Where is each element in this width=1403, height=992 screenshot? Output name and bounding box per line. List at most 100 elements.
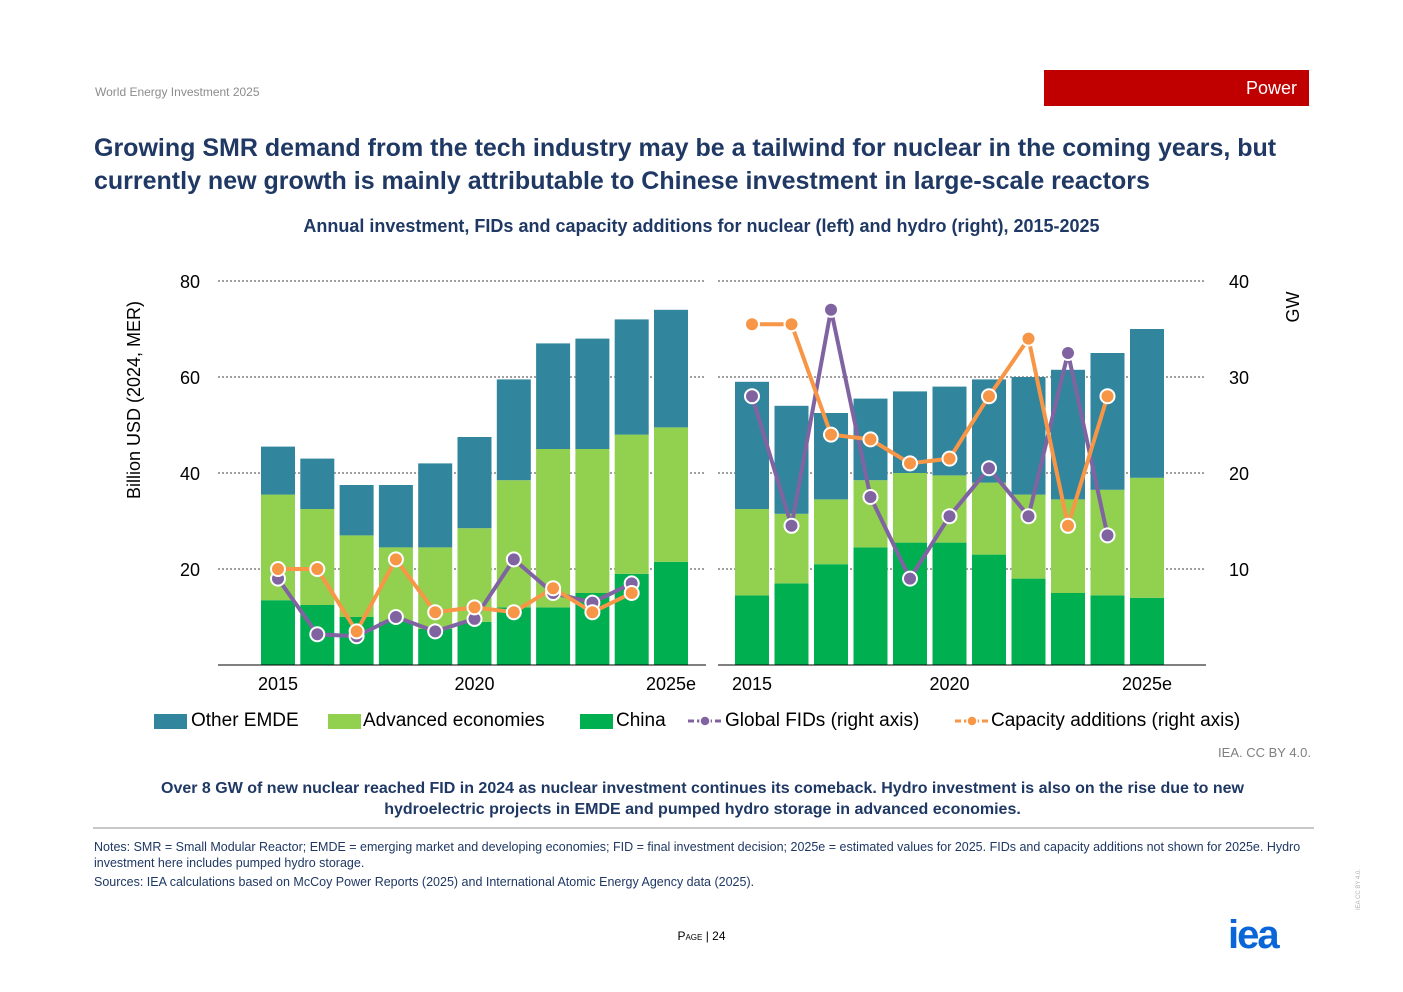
point-hydro-fids-2019 [902,570,918,587]
bar-hydro-china-2020 [932,542,967,665]
legend-label-capacity: Capacity additions (right axis) [991,710,1241,731]
point-nuclear-capacity-2015 [270,561,286,577]
bar-nuclear-china-2020 [457,621,492,665]
bar-hydro-china-2022 [1011,578,1046,665]
point-hydro-fids-2023 [1060,345,1076,361]
y-tick-left-40: 40 [180,464,200,484]
bar-hydro-advanced-2023 [1051,499,1085,593]
series-line-hydro-capacity [752,322,1110,528]
point-hydro-capacity-2018 [862,431,879,448]
bar-hydro-china-2024 [1090,595,1125,665]
bar-hydro-china-2023 [1051,593,1085,665]
bar-nuclear-other-emde-2020 [457,437,492,529]
bar-nuclear-advanced-2023 [575,449,610,593]
bar-hydro-china-2025e [1130,597,1164,665]
point-nuclear-fids-2021 [505,551,522,568]
bar-nuclear-china-2015 [261,600,295,665]
legend-swatch-advanced [328,714,361,729]
x-tick-nuclear-2025e: 2025e [646,674,696,694]
point-nuclear-capacity-2023 [584,604,601,621]
bar-hydro-other-emde-2025e [1130,329,1164,478]
point-hydro-fids-2020 [941,508,958,525]
point-hydro-capacity-2020 [941,450,958,467]
bar-hydro-advanced-2025e [1130,477,1164,598]
side-license: IEA CC BY 4.0. [1356,869,1362,910]
bar-nuclear-advanced-2025e [654,427,688,562]
legend-label-fids: Global FIDs (right axis) [725,710,920,731]
bar-nuclear-advanced-2024 [614,434,649,574]
point-nuclear-capacity-2024 [623,585,640,601]
bar-nuclear-other-emde-2023 [575,338,610,449]
point-hydro-fids-2016 [783,517,800,534]
point-nuclear-capacity-2018 [387,551,404,568]
bar-nuclear-other-emde-2016 [300,458,335,509]
bar-hydro-advanced-2022 [1011,494,1046,579]
y-tick-right-40: 40 [1229,272,1249,292]
page-number: Page | 24 [677,929,726,943]
point-nuclear-fids-2019 [427,623,444,640]
bar-hydro-advanced-2015 [735,509,769,596]
point-hydro-capacity-2021 [981,388,997,405]
bar-hydro-china-2017 [814,564,848,665]
bar-nuclear-other-emde-2025e [654,309,688,428]
point-nuclear-capacity-2016 [309,561,326,577]
bar-nuclear-other-emde-2018 [378,485,413,548]
bar-hydro-advanced-2019 [893,473,927,543]
bar-hydro-advanced-2021 [972,482,1006,555]
y-tick-right-10: 10 [1229,560,1249,580]
bar-hydro-china-2015 [735,595,769,665]
bar-nuclear-other-emde-2015 [261,446,295,495]
x-tick-nuclear-2015: 2015 [258,674,298,694]
x-tick-hydro-2015: 2015 [732,674,772,694]
point-hydro-fids-2017 [823,301,839,318]
y-tick-left-60: 60 [180,368,200,388]
bar-hydro-other-emde-2017 [814,413,848,500]
point-hydro-capacity-2022 [1020,330,1037,347]
point-hydro-capacity-2023 [1060,517,1076,534]
point-nuclear-capacity-2020 [466,599,483,616]
point-hydro-fids-2024 [1099,527,1116,544]
chart-canvas: 20 40 60 80 10 20 30 40 Billion USD (2024, MER) G… [124,272,1303,694]
series-line-nuclear-capacity [278,557,633,634]
bar-nuclear-advanced-2017 [339,535,374,617]
point-nuclear-capacity-2019 [427,604,444,621]
point-hydro-fids-2022 [1020,508,1037,525]
legend-label-advanced: Advanced economies [363,710,545,731]
sources-text: Sources: IEA calculations based on McCoy… [94,875,755,889]
divider [93,827,1314,829]
point-hydro-fids-2015 [744,388,760,405]
point-nuclear-capacity-2021 [505,604,522,621]
point-hydro-capacity-2015 [744,316,760,333]
bar-nuclear-other-emde-2024 [614,319,649,435]
point-nuclear-fids-2018 [387,609,404,625]
slide-headline: Growing SMR demand from the tech industr… [94,134,1277,195]
document-title: World Energy Investment 2025 [95,85,260,99]
y-axis-label-right: GW [1283,291,1303,322]
y-tick-left-20: 20 [180,560,200,580]
series-line-nuclear-fids [276,557,633,639]
point-nuclear-capacity-2017 [348,623,365,640]
x-tick-nuclear-2020: 2020 [454,674,494,694]
bar-nuclear-other-emde-2021 [496,379,531,481]
legend-swatch-other-emde [154,714,187,729]
bar-nuclear-china-2025e [654,561,688,665]
bar-nuclear-advanced-2021 [496,480,531,608]
x-tick-hydro-2025e: 2025e [1122,674,1172,694]
bar-nuclear-china-2022 [536,607,571,665]
bar-hydro-china-2021 [972,554,1006,665]
page-word: Page [677,929,703,943]
bar-hydro-advanced-2017 [814,499,848,565]
notes-block: Notes: SMR = Small Modular Reactor; EMDE… [94,839,1314,890]
x-tick-hydro-2020: 2020 [929,674,969,694]
point-hydro-capacity-2016 [783,316,800,333]
section-tag: Power [1044,70,1309,106]
bar-hydro-china-2016 [774,583,809,665]
point-hydro-capacity-2019 [902,455,918,472]
bar-nuclear-other-emde-2017 [339,485,374,536]
license-credit: IEA. CC BY 4.0. [1218,745,1311,760]
y-tick-left-80: 80 [180,272,200,292]
y-tick-right-30: 30 [1229,368,1249,388]
chart-title: Annual investment, FIDs and capacity add… [303,216,1100,236]
legend-label-other-emde: Other EMDE [191,710,299,731]
bar-nuclear-china-2018 [378,621,413,665]
